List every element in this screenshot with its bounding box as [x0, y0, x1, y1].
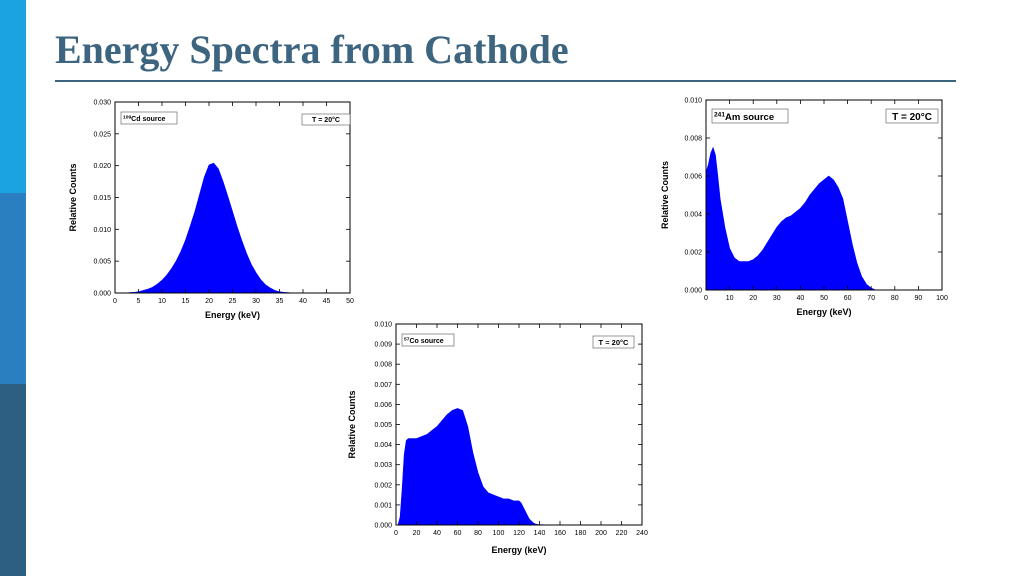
cd109-spectrum-chart: 0 5 10 15 20 25 30 35 40 45 50 0.000 0.005 0.010 0.015… [68, 100, 354, 321]
x-tick-label: 80 [891, 295, 899, 302]
x-tick-label: 25 [229, 298, 237, 305]
y-axis-label: Relative Counts [347, 390, 357, 458]
y-tick-label: 0.001 [374, 502, 392, 509]
x-tick-label: 5 [137, 298, 141, 305]
temperature-label-box [592, 335, 635, 349]
x-tick-label: 70 [867, 295, 875, 302]
x-tick-label: 220 [616, 530, 628, 537]
x-tick-label: 0 [704, 295, 708, 302]
x-tick-label: 0 [394, 530, 398, 537]
x-tick-label: 160 [554, 530, 566, 537]
y-tick-label: 0.015 [93, 195, 111, 202]
source-label: 109Cd source [123, 115, 166, 123]
y-tick-label: 0.002 [684, 250, 702, 257]
x-tick-label: 40 [433, 530, 441, 537]
x-tick-label: 50 [346, 298, 354, 305]
y-tick-label: 0.010 [93, 227, 111, 234]
y-tick-label: 0.010 [684, 98, 702, 105]
y-tick-label: 0.006 [684, 174, 702, 181]
isotope-name: Am source [725, 112, 774, 123]
x-axis-label: Energy (keV) [796, 307, 851, 317]
y-tick-label: 0.002 [374, 482, 392, 489]
source-label: 57Co source [404, 337, 444, 345]
x-axis-label: Energy (keV) [205, 310, 260, 320]
accent-block-mid [0, 193, 26, 384]
x-tick-label: 35 [276, 298, 284, 305]
y-tick-label: 0.020 [93, 163, 111, 170]
x-tick-label: 20 [413, 530, 421, 537]
x-tick-label: 50 [820, 295, 828, 302]
am241-spectrum-chart: 0 10 20 30 40 50 60 70 80 90 100 0.000 0.002 0.004 0.0… [660, 98, 948, 318]
x-tick-label: 180 [575, 530, 587, 537]
x-tick-label: 15 [182, 298, 190, 305]
y-tick-label: 0.009 [374, 342, 392, 349]
spectrum-area [705, 146, 942, 291]
x-tick-label: 20 [205, 298, 213, 305]
x-tick-label: 200 [595, 530, 607, 537]
isotope-mass-number: 241 [714, 112, 725, 119]
x-tick-label: 100 [936, 295, 948, 302]
page-title: Energy Spectra from Cathode [55, 27, 569, 72]
x-tick-label: 30 [773, 295, 781, 302]
source-label-box [401, 333, 455, 347]
x-axis-label: Energy (keV) [491, 545, 546, 555]
y-tick-label: 0.006 [374, 402, 392, 409]
y-tick-label: 0.005 [374, 422, 392, 429]
temperature-label-box [885, 108, 939, 124]
isotope-mass-number: 109 [123, 115, 131, 121]
y-tick-label: 0.000 [93, 291, 111, 298]
y-tick-label: 0.007 [374, 382, 392, 389]
y-tick-label: 0.003 [374, 462, 392, 469]
y-tick-label: 0.005 [93, 259, 111, 266]
y-tick-label: 0.008 [374, 362, 392, 369]
x-tick-label: 90 [915, 295, 923, 302]
x-tick-label: 0 [113, 298, 117, 305]
x-tick-label: 120 [513, 530, 525, 537]
accent-block-light [0, 0, 26, 193]
source-label-box [120, 111, 178, 125]
x-tick-label: 100 [493, 530, 505, 537]
x-tick-label: 45 [323, 298, 331, 305]
y-axis-label: Relative Counts [660, 161, 670, 229]
co57-spectrum-chart: 0 20 40 60 80 100 120 140 160 180 200 220 240 0.000 0.… [347, 322, 648, 556]
temperature-label-box [301, 113, 351, 126]
x-tick-label: 30 [252, 298, 260, 305]
x-tick-label: 10 [726, 295, 734, 302]
y-tick-label: 0.004 [374, 442, 392, 449]
temperature-label: T = 20°C [892, 112, 932, 123]
y-tick-label: 0.010 [374, 322, 392, 329]
x-tick-label: 80 [474, 530, 482, 537]
y-tick-label: 0.030 [93, 100, 111, 107]
accent-sidebar [0, 0, 26, 576]
source-label: 241Am source [714, 112, 774, 123]
spectrum-area [115, 162, 350, 294]
x-tick-label: 60 [844, 295, 852, 302]
title-divider [55, 80, 956, 82]
x-tick-label: 40 [299, 298, 307, 305]
y-tick-label: 0.000 [684, 288, 702, 295]
spectrum-area [396, 408, 642, 526]
accent-block-dark [0, 384, 26, 576]
y-tick-label: 0.025 [93, 131, 111, 138]
isotope-mass-number: 57 [404, 337, 410, 343]
temperature-label: T = 20°C [599, 338, 629, 347]
x-tick-label: 10 [158, 298, 166, 305]
y-axis-label: Relative Counts [68, 163, 78, 231]
source-label-box [711, 108, 789, 124]
x-tick-label: 60 [454, 530, 462, 537]
y-tick-label: 0.008 [684, 136, 702, 143]
y-tick-label: 0.004 [684, 212, 702, 219]
x-tick-label: 240 [636, 530, 648, 537]
x-tick-label: 40 [797, 295, 805, 302]
isotope-name: Cd source [131, 116, 165, 123]
x-tick-label: 140 [534, 530, 546, 537]
temperature-label: T = 20°C [312, 116, 340, 124]
x-tick-label: 20 [749, 295, 757, 302]
y-tick-label: 0.000 [374, 523, 392, 530]
isotope-name: Co source [409, 338, 443, 345]
